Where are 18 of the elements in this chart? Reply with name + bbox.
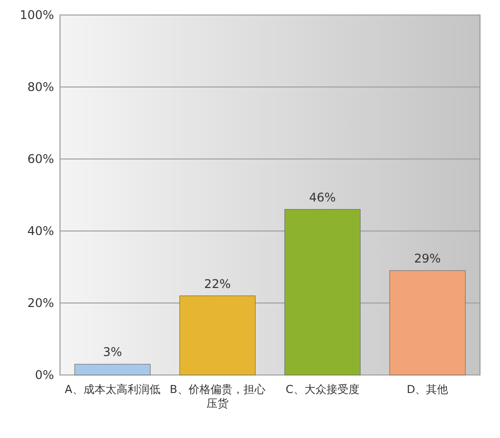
x-tick-label: C、大众接受度 <box>286 383 360 396</box>
y-tick-label: 40% <box>27 224 54 238</box>
bar <box>179 296 256 376</box>
data-label: 29% <box>414 252 441 266</box>
y-tick-label: 0% <box>34 368 54 382</box>
y-tick-label: 80% <box>27 80 54 94</box>
bar <box>284 209 361 376</box>
data-label: 22% <box>204 276 231 291</box>
data-label: 46% <box>309 190 336 204</box>
x-tick-label: A、成本太高利润低 <box>64 383 160 396</box>
bar <box>74 364 151 376</box>
data-label: 3% <box>102 345 122 360</box>
bar <box>389 270 466 376</box>
y-tick-label: 60% <box>27 152 54 166</box>
y-tick-label: 100% <box>20 8 54 22</box>
x-tick-label: B、价格偏贵，担心压货 <box>170 383 266 410</box>
y-tick-label: 20% <box>27 296 54 310</box>
x-tick-label: D、其他 <box>406 383 448 396</box>
